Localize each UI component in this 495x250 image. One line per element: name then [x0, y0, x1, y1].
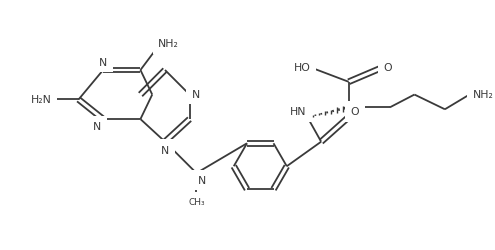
Text: NH₂: NH₂ — [158, 39, 179, 49]
Text: CH₃: CH₃ — [188, 197, 205, 206]
Text: N: N — [93, 122, 101, 132]
Text: HN: HN — [290, 107, 306, 117]
Text: H₂N: H₂N — [31, 95, 52, 105]
Text: N: N — [99, 58, 107, 68]
Text: O: O — [350, 107, 359, 117]
Text: N: N — [198, 176, 205, 185]
Text: N: N — [161, 145, 169, 155]
Text: HO: HO — [294, 63, 310, 73]
Text: O: O — [383, 63, 392, 73]
Text: N: N — [192, 89, 200, 99]
Text: NH₂: NH₂ — [472, 89, 494, 99]
